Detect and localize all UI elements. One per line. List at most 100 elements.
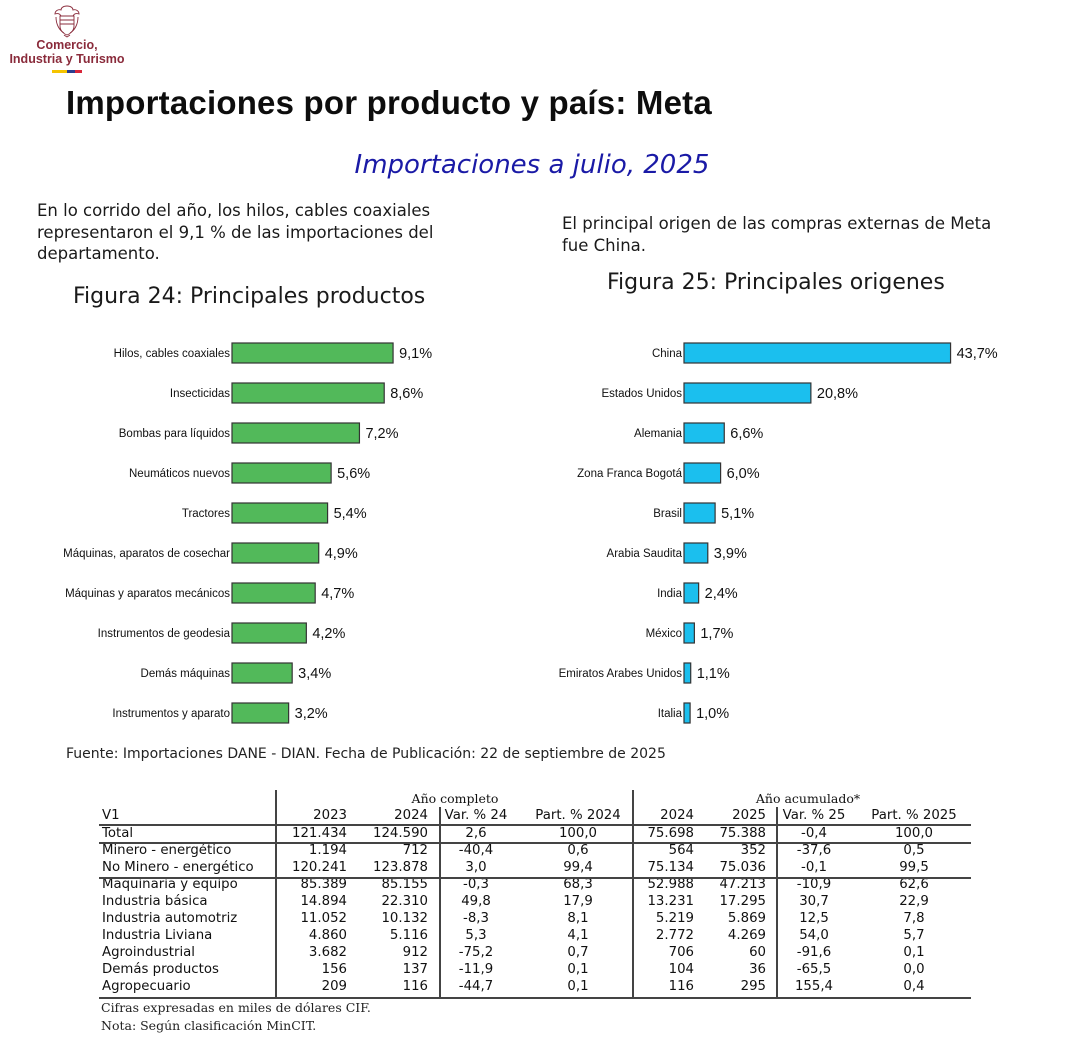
table-cell: -65,5 <box>796 962 832 977</box>
table-cell: 5.116 <box>389 928 428 943</box>
value-label: 5,1% <box>721 506 754 522</box>
table-note: Nota: Según clasificación MinCIT. <box>101 1018 317 1033</box>
row-label: Industria automotriz <box>102 911 238 926</box>
bar-group: Hilos, cables coaxiales 9,1% <box>114 342 432 364</box>
value-label: 43,7% <box>957 346 998 362</box>
table-cell: -0,3 <box>463 877 489 892</box>
table-cell: -44,7 <box>458 979 494 994</box>
table-cell: -10,9 <box>796 877 832 892</box>
bar <box>231 702 290 724</box>
bar-group: Instrumentos de geodesia 4,2% <box>98 622 345 644</box>
flag-red <box>75 70 82 73</box>
category-label: Máquinas, aparatos de cosechar <box>63 548 230 560</box>
table-cell: 85.389 <box>300 877 347 892</box>
table-cell: 0,6 <box>567 843 589 858</box>
row-label: Total <box>102 826 134 841</box>
bar-group: Italia 1,0% <box>658 702 729 724</box>
table-rule <box>99 842 971 844</box>
category-label: Estados Unidos <box>601 388 682 400</box>
value-label: 9,1% <box>399 346 432 362</box>
table-cell: 30,7 <box>799 894 829 909</box>
table-cell: 75.388 <box>719 826 766 841</box>
table-cell: 4.269 <box>727 928 766 943</box>
row-label: Minero - energético <box>102 843 232 858</box>
table-cell: 99,5 <box>899 860 929 875</box>
bar-group: Bombas para líquidos 7,2% <box>119 422 399 444</box>
table-cell: 3,0 <box>465 860 487 875</box>
bar <box>683 502 716 524</box>
column-header: 2025 <box>732 808 766 823</box>
table-cell: 2,6 <box>465 826 487 841</box>
row-label: Maquinaria y equipo <box>102 877 238 892</box>
products-bar-chart: Hilos, cables coaxiales 9,1% Insecticidas 8… <box>63 342 432 724</box>
table-cell: 3.682 <box>308 945 347 960</box>
category-label: Instrumentos de geodesia <box>98 628 231 640</box>
table-cell: 60 <box>749 945 766 960</box>
table-cell: 36 <box>749 962 766 977</box>
table-cell: 104 <box>668 962 694 977</box>
table-cell: 14.894 <box>300 894 347 909</box>
column-header: Part. % 2024 <box>535 808 621 823</box>
bar-group: Zona Franca Bogotá 6,0% <box>577 462 760 484</box>
bar-group: Instrumentos y aparato 3,2% <box>112 702 328 724</box>
table-cell: -0,4 <box>801 826 827 841</box>
category-label: Alemania <box>634 428 683 440</box>
bar <box>231 502 329 524</box>
bar <box>683 702 691 724</box>
column-header: 2023 <box>313 808 347 823</box>
table-cell: -8,3 <box>463 911 489 926</box>
products-chart-title: Figura 24: Principales productos <box>73 284 426 309</box>
intro-origins-text: El principal origen de las compras exter… <box>562 214 992 255</box>
table-cell: 12,5 <box>799 911 829 926</box>
bar <box>683 422 725 444</box>
table-cell: 49,8 <box>461 894 491 909</box>
value-label: 3,2% <box>295 706 328 722</box>
category-label: Instrumentos y aparato <box>112 708 230 720</box>
table-cell: 0,1 <box>903 945 925 960</box>
table-cell: 4.860 <box>308 928 347 943</box>
source-note: Fuente: Importaciones DANE - DIAN. Fecha… <box>66 746 666 762</box>
bar <box>231 582 316 604</box>
value-label: 8,6% <box>390 386 423 402</box>
intro-products-text: En lo corrido del año, los hilos, cables… <box>37 201 434 263</box>
flag-yellow <box>52 70 67 73</box>
bar <box>683 542 709 564</box>
bar-group: Arabia Saudita 3,9% <box>607 542 747 564</box>
table-cell: 75.134 <box>647 860 694 875</box>
table-cell: 352 <box>740 843 766 858</box>
category-label: Neumáticos nuevos <box>129 468 230 480</box>
bar <box>231 342 394 364</box>
bar-group: Insecticidas 8,6% <box>170 382 423 404</box>
table-cell: 123.878 <box>373 860 428 875</box>
bar <box>231 422 361 444</box>
bar-group: Emiratos Arabes Unidos 1,1% <box>559 662 730 684</box>
table-cell: 156 <box>321 962 347 977</box>
value-label: 1,7% <box>700 626 733 642</box>
table-cell: 121.434 <box>292 826 347 841</box>
value-label: 3,9% <box>714 546 747 562</box>
table-cell: -11,9 <box>458 962 494 977</box>
column-header: Var. % 25 <box>782 808 846 823</box>
table-cell: 912 <box>402 945 428 960</box>
table-cell: 124.590 <box>373 826 428 841</box>
category-label: Italia <box>658 708 683 720</box>
table-cell: -75,2 <box>458 945 494 960</box>
table-cell: 0,5 <box>903 843 925 858</box>
table-cell: 137 <box>402 962 428 977</box>
table-cell: 155,4 <box>794 979 834 994</box>
table-cell: 2.772 <box>655 928 694 943</box>
category-label: Hilos, cables coaxiales <box>114 348 231 360</box>
category-label: Emiratos Arabes Unidos <box>559 668 683 680</box>
bar-group: México 1,7% <box>646 622 734 644</box>
page-subtitle: Importaciones a julio, 2025 <box>354 150 710 180</box>
ministry-logo: Comercio, Industria y Turismo <box>0 4 134 73</box>
row-label: Industria básica <box>102 894 208 909</box>
table-cell: 116 <box>402 979 428 994</box>
table-cell: 0,7 <box>567 945 589 960</box>
value-label: 7,2% <box>365 426 398 442</box>
bar-group: Neumáticos nuevos 5,6% <box>129 462 370 484</box>
table-cell: 75.036 <box>719 860 766 875</box>
table-cell: 1.194 <box>308 843 347 858</box>
column-header: 2024 <box>394 808 428 823</box>
bar-group: Estados Unidos 20,8% <box>601 382 858 404</box>
